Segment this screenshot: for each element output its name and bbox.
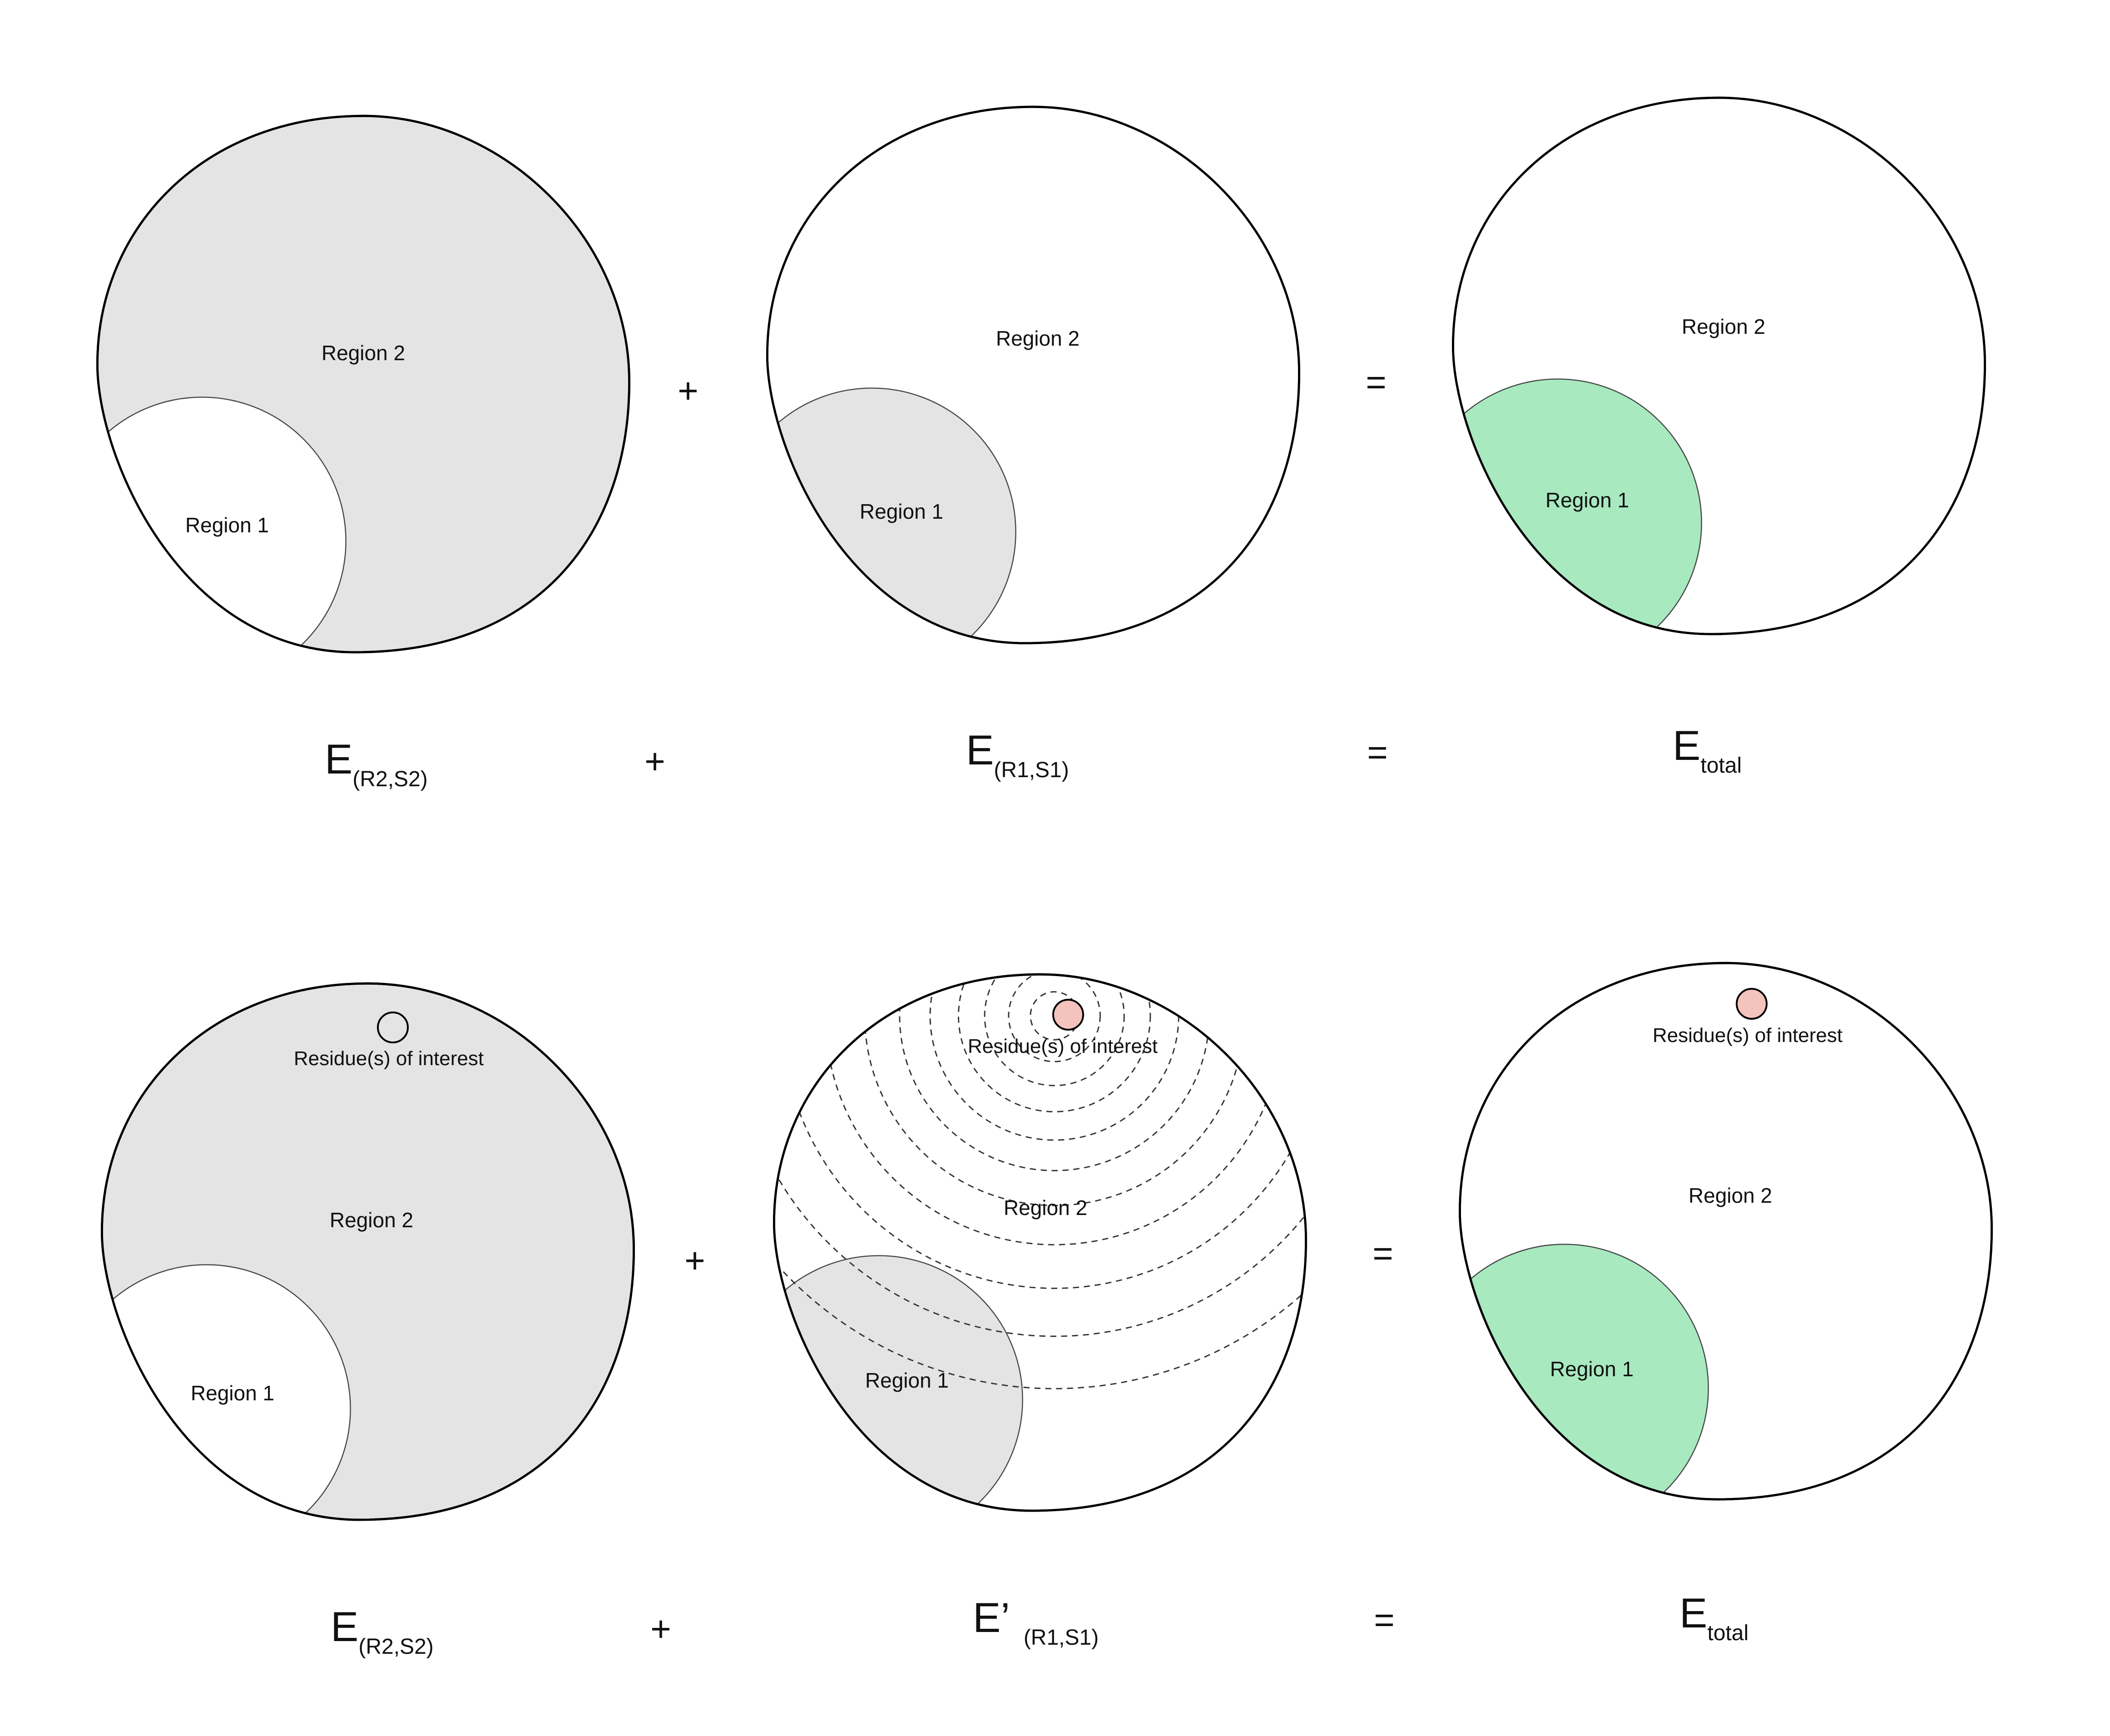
term-subscript: (R2,S2) xyxy=(358,1635,433,1659)
term-symbol: E xyxy=(331,1604,358,1650)
equals-operator: = xyxy=(1372,1233,1393,1273)
plus-operator: + xyxy=(684,1240,705,1280)
region1-area xyxy=(102,1264,351,1520)
energy-term-total: Etotal xyxy=(1679,1590,1748,1645)
residue-label: Residue(s) of interest xyxy=(968,1035,1158,1057)
region1-label: Region 1 xyxy=(860,500,943,523)
energy-term-r1s1-prime: E’ (R1,S1) xyxy=(973,1595,1099,1650)
region1-area xyxy=(767,387,1016,644)
term-subscript: total xyxy=(1707,1621,1748,1645)
term-subscript: (R1,S1) xyxy=(1024,1626,1099,1650)
region1-area xyxy=(1460,1244,1709,1500)
row1-equation: E(R2,S2) + E(R1,S1) = Etotal xyxy=(325,723,1742,791)
row1-panel2 xyxy=(728,107,1299,676)
region2-label: Region 2 xyxy=(996,327,1080,350)
region1-label: Region 1 xyxy=(1545,488,1629,512)
term-symbol: E xyxy=(325,736,352,783)
term-symbol: E’ xyxy=(973,1595,1010,1641)
region1-area xyxy=(1453,378,1702,635)
term-symbol: E xyxy=(1679,1590,1707,1637)
region2-label: Region 2 xyxy=(1004,1196,1087,1220)
residue-label: Residue(s) of interest xyxy=(294,1047,484,1070)
energy-term-r2s2: E(R2,S2) xyxy=(325,736,428,791)
region1-label: Region 1 xyxy=(191,1381,274,1405)
equation-equals: = xyxy=(1367,732,1388,772)
energy-term-r2s2: E(R2,S2) xyxy=(331,1604,434,1659)
region1-label: Region 1 xyxy=(1550,1357,1634,1381)
residue-marker xyxy=(377,1012,409,1043)
region1-label: Region 1 xyxy=(865,1369,949,1392)
region2-label: Region 2 xyxy=(1689,1184,1772,1207)
row2-panel3 xyxy=(1421,963,1992,1532)
term-symbol: E xyxy=(966,727,994,774)
equation-plus: + xyxy=(650,1609,671,1649)
region2-label: Region 2 xyxy=(330,1208,413,1232)
region1-area xyxy=(774,1255,1023,1511)
region1-area xyxy=(97,397,347,653)
residue-label: Residue(s) of interest xyxy=(1653,1024,1843,1047)
term-subscript: (R2,S2) xyxy=(352,767,427,791)
term-symbol: E xyxy=(1673,723,1700,769)
term-subscript: (R1,S1) xyxy=(994,758,1069,782)
region2-label: Region 2 xyxy=(1682,315,1765,338)
equals-operator: = xyxy=(1366,362,1387,402)
row2-equation: E(R2,S2) + E’ (R1,S1) = Etotal xyxy=(331,1590,1748,1659)
energy-term-total: Etotal xyxy=(1673,723,1742,778)
plus-operator: + xyxy=(678,371,698,411)
term-subscript: total xyxy=(1700,754,1742,778)
region1-label: Region 1 xyxy=(185,513,269,537)
row1-panel3 xyxy=(1414,98,1985,667)
equation-plus: + xyxy=(644,741,665,781)
equation-equals: = xyxy=(1374,1600,1395,1640)
energy-term-r1s1: E(R1,S1) xyxy=(966,727,1069,782)
region2-label: Region 2 xyxy=(322,341,405,365)
row1-panel1 xyxy=(58,116,629,685)
residue-marker xyxy=(1736,988,1768,1020)
residue-marker xyxy=(1052,999,1084,1031)
